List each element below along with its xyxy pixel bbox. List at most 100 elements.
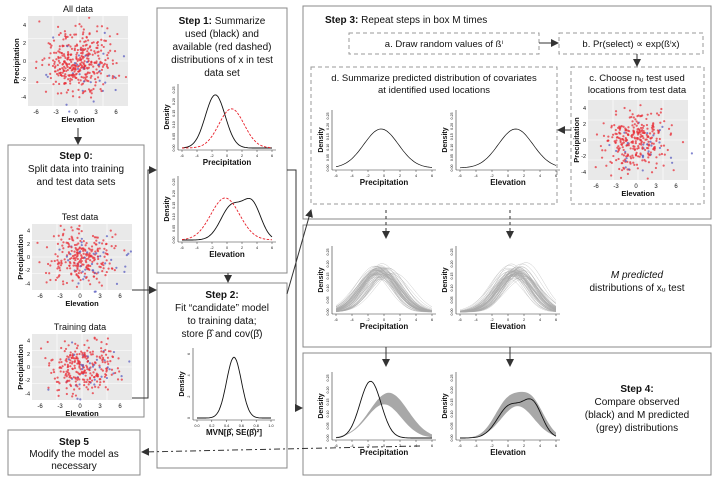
scatter-point (57, 234, 60, 237)
scatter-point (59, 56, 62, 59)
scatter-point (73, 250, 76, 253)
scatter-point (59, 31, 62, 35)
y-tick-label: 0.10 (326, 411, 330, 418)
scatter-point (606, 139, 609, 143)
step5-line2: necessary (51, 461, 97, 472)
scatter-point (114, 244, 117, 248)
scatter-y-label: Precipitation (12, 38, 21, 84)
scatter-point (76, 251, 79, 254)
scatter-point (87, 80, 90, 83)
scatter-point (90, 245, 94, 248)
scatter-y-tick: -4 (25, 281, 30, 287)
scatter-point (644, 138, 647, 141)
scatter-point (70, 376, 73, 380)
scatter-point (73, 364, 76, 367)
scatter-point (91, 234, 95, 238)
scatter-point (81, 66, 84, 69)
scatter-point (63, 363, 67, 366)
scatter-point (98, 281, 101, 284)
scatter-point (77, 81, 81, 84)
scatter-point (620, 125, 623, 128)
scatter-point (58, 266, 61, 270)
scatter-point (55, 51, 58, 54)
scatter-point (659, 111, 662, 114)
scatter-point (669, 156, 673, 159)
x-tick-label: 0 (383, 318, 385, 322)
scatter-point (595, 133, 599, 136)
y-axis-label: Density (179, 371, 186, 396)
scatter-point (86, 50, 89, 53)
y-tick-label: 0.20 (172, 98, 176, 105)
scatter-point (83, 64, 86, 67)
scatter-point (48, 56, 51, 59)
scatter-point (101, 356, 105, 359)
scatter-point (53, 66, 57, 69)
scatter-point (646, 127, 649, 130)
scatter-point (89, 259, 92, 262)
scatter-point (92, 87, 95, 91)
y-tick-label: 0.05 (326, 154, 330, 161)
scatter-point (632, 116, 635, 119)
scatter-point (71, 64, 74, 67)
scatter-point (650, 144, 653, 147)
scatter-point (101, 270, 104, 273)
scatter-x-tick: -6 (33, 110, 39, 116)
x-tick-label: 0 (383, 444, 385, 448)
scatter-point (78, 73, 81, 76)
scatter-point (68, 74, 71, 77)
arrows (74, 39, 641, 456)
y-tick-label: 0.05 (450, 154, 454, 161)
x-tick-label: -6 (334, 444, 337, 448)
scatter-point (71, 36, 74, 39)
scatter-point (85, 43, 88, 46)
scatter-point (69, 262, 72, 265)
scatter-point (47, 386, 50, 389)
scatter-point (641, 126, 644, 129)
scatter-point (101, 369, 105, 372)
y-axis-label: Density (318, 393, 325, 418)
scatter-x-tick: 3 (654, 184, 658, 190)
scatter-y-tick: 2 (27, 352, 30, 358)
scatter-point (59, 358, 62, 361)
scatter-point (66, 371, 69, 374)
scatter-point (105, 259, 108, 262)
scatter-point (45, 73, 48, 76)
scatter-point (56, 259, 59, 262)
scatter-point (72, 257, 75, 260)
scatter-point (78, 247, 81, 250)
scatter-point (70, 78, 73, 81)
scatter-point (607, 135, 610, 138)
scatter-point (625, 157, 628, 160)
scatter-y-tick: -2 (21, 77, 26, 83)
scatter-point (80, 247, 83, 250)
scatter-point (58, 248, 61, 251)
scatter-x-tick: -3 (57, 404, 63, 410)
scatter-point (68, 62, 71, 66)
scatter-point (53, 259, 56, 263)
scatter-point (85, 257, 88, 261)
scatter-point (66, 58, 69, 61)
scatter-point (55, 72, 59, 76)
scatter-point (86, 378, 89, 381)
scatter-point (89, 351, 92, 354)
scatter-point (95, 252, 98, 255)
scatter-point (100, 375, 103, 378)
scatter-point (62, 69, 66, 72)
scatter-point (61, 54, 64, 57)
scatter-point (52, 51, 56, 54)
scatter-point (63, 350, 66, 353)
scatter-point (88, 368, 91, 371)
scatter-point (95, 277, 98, 280)
scatter-point (85, 276, 88, 280)
scatter-point (87, 59, 90, 63)
scatter-point (96, 25, 99, 28)
scatter-point (632, 156, 635, 159)
scatter-point (64, 56, 67, 59)
scatter-point (641, 159, 644, 162)
observed-curve (335, 380, 432, 439)
scatter-point (66, 379, 69, 382)
scatter-y-tick: -2 (25, 378, 30, 384)
scatter-point (62, 283, 65, 286)
scatter-point (82, 44, 85, 47)
y-tick-label: 0.00 (450, 165, 454, 172)
